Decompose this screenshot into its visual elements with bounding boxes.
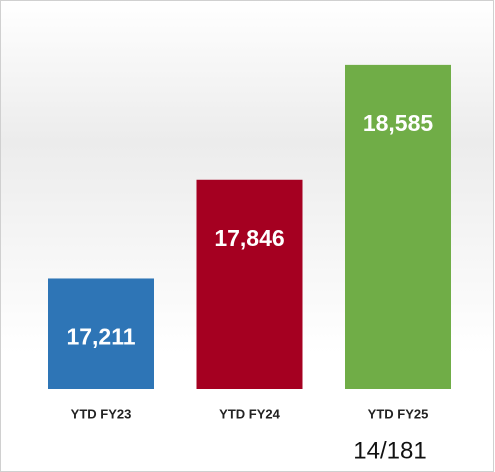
- x-tick-label: YTD FY25: [368, 406, 429, 421]
- x-tick-label: YTD FY24: [219, 406, 280, 421]
- bar: [48, 278, 154, 389]
- bar: [345, 64, 451, 390]
- bar: [196, 179, 303, 389]
- page-label: 14/181: [353, 437, 426, 464]
- value-label: 17,211: [66, 324, 135, 350]
- x-tick-label: YTD FY23: [71, 406, 132, 421]
- value-label: 18,585: [363, 110, 434, 136]
- value-label: 17,846: [214, 225, 284, 251]
